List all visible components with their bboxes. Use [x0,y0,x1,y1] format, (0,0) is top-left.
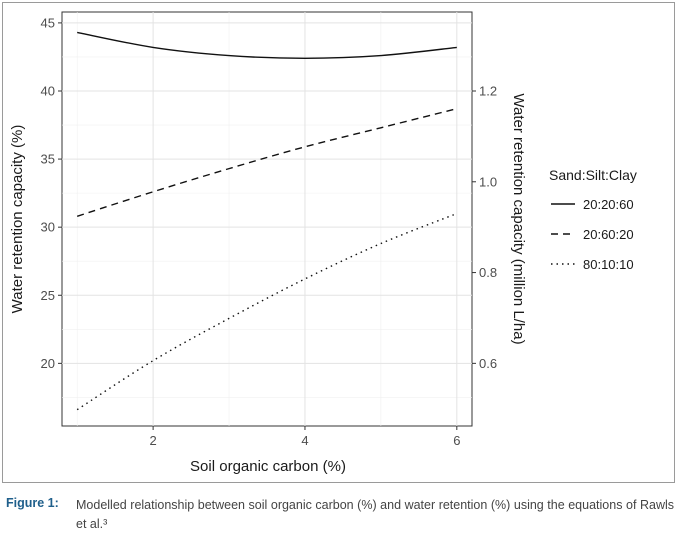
caption-text: Modelled relationship between soil organ… [76,498,674,531]
y-tick-label: 45 [41,15,55,30]
legend: Sand:Silt:Clay 20:20:60 20:60:20 80:10:10 [549,167,637,272]
y2-tick-label: 1.2 [479,83,497,98]
line-chart: 2 4 6 20 25 30 35 40 45 0.6 0.8 1.0 1.2 Soil organic… [9,11,637,475]
y-tick-label: 25 [41,288,55,303]
x-tick-label: 6 [453,433,460,448]
y-tick-label: 30 [41,220,55,235]
series-line-20-60-20 [76,108,457,217]
y-axis-label: Water retention capacity (%) [9,125,26,314]
legend-item-label: 20:20:60 [583,197,634,212]
series-line-80-10-10 [76,212,458,411]
x-tick-label: 4 [301,433,308,448]
figure-frame [2,2,675,483]
legend-title: Sand:Silt:Clay [549,167,637,183]
caption-label: Figure 1: [6,496,59,510]
x-axis-label: Soil organic carbon (%) [190,458,346,475]
legend-item-label: 20:60:20 [583,227,634,242]
series-lines [76,31,458,411]
y2-tick-label: 0.8 [479,265,497,280]
y2-tick-label: 1.0 [479,174,497,189]
y2-tick-label: 0.6 [479,356,497,371]
plot-panel [61,11,473,427]
y-tick-label: 40 [41,83,55,98]
y2-axis-label: Water retention capacity (million L/ha) [510,93,527,344]
grid [62,12,472,426]
y-tick-label: 35 [41,152,55,167]
x-tick-label: 2 [149,433,156,448]
series-line-20-20-60 [77,31,457,60]
axes: 2 4 6 20 25 30 35 40 45 0.6 0.8 1.0 1.2 [41,15,498,448]
legend-item-label: 80:10:10 [583,257,634,272]
y-tick-label: 20 [41,356,55,371]
